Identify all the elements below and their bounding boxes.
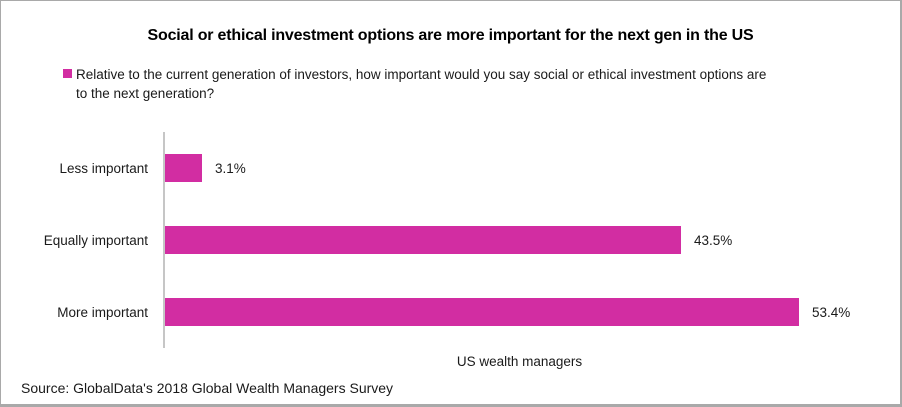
plot-area-row: 53.4% [163,276,900,348]
category-label: Less important [59,160,148,176]
plot-area-row: 3.1% [163,132,900,204]
legend-swatch [63,69,72,78]
chart-title: Social or ethical investment options are… [147,27,754,44]
bar-more-important [165,298,799,326]
source-note: Source: GlobalData's 2018 Global Wealth … [21,380,394,396]
value-label: 53.4% [812,304,851,320]
value-label: 3.1% [215,160,246,176]
category-label: More important [57,304,148,320]
bar-row-equally-important: Equally important 43.5% [1,204,900,276]
legend-text-line2: to the next generation? [76,86,215,101]
legend-text-line1: Relative to the current generation of in… [76,67,767,82]
value-label: 43.5% [694,232,733,248]
bar-equally-important [165,226,681,254]
bar-less-important [165,154,202,182]
legend-text: Relative to the current generation of in… [76,65,766,103]
bar-row-less-important: Less important 3.1% [1,132,900,204]
bar-row-more-important: More important 53.4% [1,276,900,348]
legend: Relative to the current generation of in… [63,65,883,103]
plot-area-row: 43.5% [163,204,900,276]
category-label: Equally important [43,232,148,248]
bar-chart: Less important 3.1% Equally important 43… [1,132,900,348]
x-axis-title: US wealth managers [456,354,583,369]
